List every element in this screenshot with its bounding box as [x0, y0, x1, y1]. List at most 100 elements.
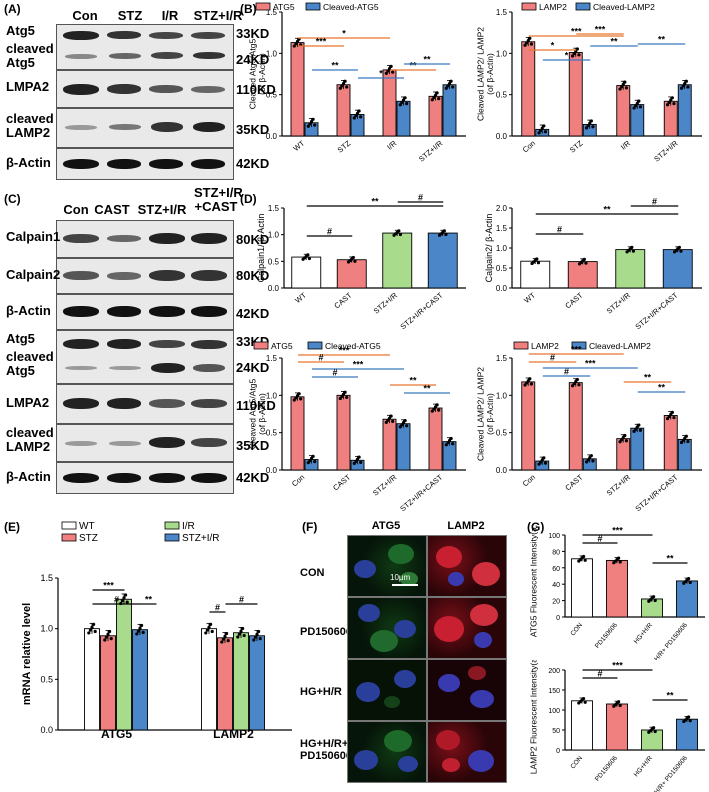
data-point [630, 245, 634, 249]
x-tick-label: STZ+I/R [605, 472, 633, 497]
bar [217, 637, 233, 731]
blot-actin-c1-box [56, 294, 234, 330]
y-tick-label: 1.5 [266, 354, 278, 363]
significance-mark: # [418, 193, 423, 203]
data-point [432, 95, 436, 100]
data-point [357, 455, 361, 459]
y-tick-label: 1.0 [266, 49, 278, 58]
panel-label-b: (B) [240, 2, 257, 16]
x-tick-label: I/R [385, 138, 399, 151]
legend-label: ATG5 [271, 341, 293, 351]
blot-a-row-atg5: Atg5 [6, 23, 35, 38]
data-point [543, 461, 548, 465]
legend-swatch [305, 2, 321, 11]
legend-swatch [307, 341, 323, 350]
bar [428, 407, 443, 471]
data-point [106, 632, 110, 636]
fluor-row-con: CON [300, 567, 325, 579]
x-tick-label: HG+H/R [633, 622, 654, 646]
data-point [449, 436, 453, 441]
significance-mark: ** [371, 197, 379, 207]
data-point [620, 85, 624, 89]
data-point [543, 130, 548, 134]
y-tick-label: 1.0 [268, 231, 280, 240]
data-point [435, 91, 439, 95]
data-point [338, 86, 342, 90]
data-point [437, 97, 441, 101]
data-point [403, 418, 407, 423]
data-point [386, 69, 390, 73]
y-tick-label: 80 [552, 549, 560, 556]
data-point [670, 96, 674, 100]
y-tick-label: 1.0 [266, 391, 278, 400]
data-point [398, 103, 402, 107]
bar [396, 100, 411, 137]
data-point [523, 43, 527, 47]
blot-c-kd-actin-2: 42KD [236, 470, 270, 485]
x-tick-label: STZ [336, 138, 353, 154]
data-point [542, 456, 546, 460]
y-tick-label: 0 [556, 615, 560, 622]
panel-label-d: (D) [240, 192, 257, 206]
y-axis-label: Cleaved LAMP2/ LAMP2(of β-Actin) [475, 367, 494, 461]
y-tick-label: 0.5 [496, 264, 508, 273]
blot-calpain2-box [56, 258, 234, 294]
data-point [88, 628, 92, 632]
significance-mark: ** [658, 35, 666, 45]
data-point [253, 635, 257, 639]
data-point [525, 41, 529, 45]
bar [676, 718, 698, 751]
data-point [90, 625, 94, 629]
data-point [135, 632, 139, 636]
data-point [204, 631, 208, 635]
data-point [307, 256, 312, 261]
data-point [526, 39, 530, 43]
data-point [577, 53, 581, 57]
significance-mark: ** [423, 384, 431, 394]
data-point [345, 395, 349, 400]
data-point [582, 257, 586, 261]
data-point [355, 111, 360, 115]
bar [567, 261, 598, 289]
data-point [537, 131, 541, 135]
bar [382, 69, 397, 137]
data-point [313, 123, 317, 127]
legend-label: WT [79, 521, 95, 532]
bar [116, 598, 132, 731]
bar [396, 423, 411, 471]
y-tick-label: 0 [556, 748, 560, 755]
y-tick-label: 0.0 [266, 132, 278, 141]
bar [442, 441, 457, 471]
blot-c-lane-2: CAST [94, 202, 130, 217]
fluor-col-atg5: ATG5 [371, 520, 401, 532]
y-tick-label: 1.5 [496, 8, 508, 17]
data-point [618, 87, 622, 91]
data-point [239, 629, 243, 633]
legend-label: STZ+I/R [182, 533, 220, 544]
data-point [309, 120, 314, 124]
significance-mark: # [332, 368, 337, 378]
significance-mark: ** [658, 383, 666, 393]
bar [606, 559, 628, 618]
data-point [638, 105, 643, 109]
data-point [103, 638, 107, 642]
data-point [205, 628, 209, 632]
data-point [447, 81, 452, 86]
y-axis-label: mRNA relative level [21, 603, 33, 705]
data-point [343, 79, 347, 83]
data-point [306, 253, 310, 257]
x-tick-label: STZ+I/R [652, 138, 680, 163]
blot-a-kd-lmpa2: 110KD [236, 82, 276, 97]
blot-c-kd-cleaved-lamp2: 35KD [236, 438, 270, 453]
bar [100, 635, 116, 731]
data-point [540, 126, 544, 130]
fluor-col-lamp2: LAMP2 [447, 520, 485, 532]
data-point [688, 580, 692, 585]
blot-a-kd-cleaved-atg5: 24KD [236, 52, 270, 67]
data-point [653, 598, 657, 603]
blot-c-row-calpain2: Calpain2 [6, 267, 61, 282]
bar [662, 249, 693, 289]
legend-label: ATG5 [273, 2, 295, 12]
data-point [207, 625, 211, 629]
data-point [433, 93, 438, 97]
